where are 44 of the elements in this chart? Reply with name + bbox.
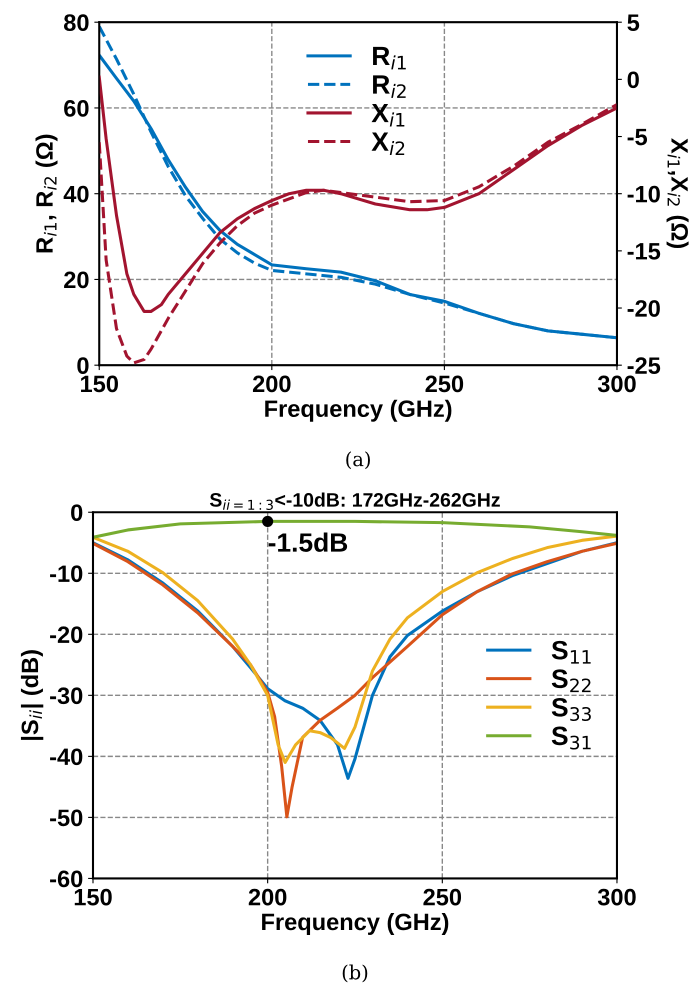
x-tick-label: 150 — [74, 888, 112, 906]
y2-tick-label: -15 — [628, 243, 660, 260]
y2-tick-label: 0 — [628, 71, 639, 88]
x-tick-label: 200 — [252, 376, 291, 392]
y2-tick-label: 5 — [627, 14, 640, 31]
y-tick-label: -10 — [50, 565, 82, 582]
y-tick-label: 40 — [64, 186, 89, 202]
chart-title: S$_{ii=1:3}$<-10dB: 172GHz-262GHz — [210, 492, 500, 510]
x-tick-label: 250 — [426, 376, 464, 392]
text: (a) — [346, 451, 370, 470]
legend-label: S$_{11}$ — [552, 640, 591, 664]
legend-label: R$_{i2}$ — [373, 75, 406, 98]
y-axis-title: R$_{i1}$, R$_{i2}$ (Ω) — [36, 134, 58, 252]
y-tick-label: -30 — [50, 687, 82, 704]
x-tick-label: 300 — [598, 888, 636, 906]
legend-label: S$_{31}$ — [552, 726, 591, 750]
y-tick-label: 20 — [64, 272, 89, 288]
x-tick-label: 150 — [81, 376, 118, 392]
y2-tick-label: -10 — [628, 186, 660, 202]
y-axis-title: |S$_{ii}$| (dB) — [20, 650, 44, 740]
y2-axis-title: X$_{i1}$,X$_{i2}$ (Ω) — [666, 138, 689, 248]
x-tick-label: 250 — [423, 888, 462, 906]
y-tick-label: 60 — [64, 100, 89, 117]
x-axis-title: Frequency (GHz) — [265, 400, 452, 422]
legend-label: S$_{33}$ — [552, 698, 591, 721]
y2-tick-label: -5 — [628, 128, 648, 146]
y2-tick-label: -20 — [628, 300, 660, 317]
text: (b) — [342, 964, 368, 982]
x-tick-label: 300 — [598, 376, 636, 392]
legend-label: X$_{i1}$ — [372, 104, 404, 126]
legend-label: X$_{i2}$ — [372, 132, 404, 156]
legend-label: R$_{i1}$ — [373, 46, 406, 70]
y-tick-label: -60 — [50, 870, 82, 888]
x-tick-label: 200 — [248, 888, 286, 906]
y-tick-label: 0 — [71, 504, 82, 522]
y-tick-label: 80 — [64, 14, 89, 31]
y-tick-label: -50 — [50, 809, 82, 826]
legend-label: S$_{22}$ — [552, 669, 591, 692]
y-tick-label: -40 — [50, 748, 82, 766]
y-tick-label: -20 — [50, 626, 82, 644]
y2-tick-label: -25 — [628, 357, 660, 374]
y-tick-label: 0 — [77, 357, 89, 374]
annotation: -1.5dB — [268, 532, 348, 552]
x-axis-title: Frequency (GHz) — [262, 912, 448, 935]
